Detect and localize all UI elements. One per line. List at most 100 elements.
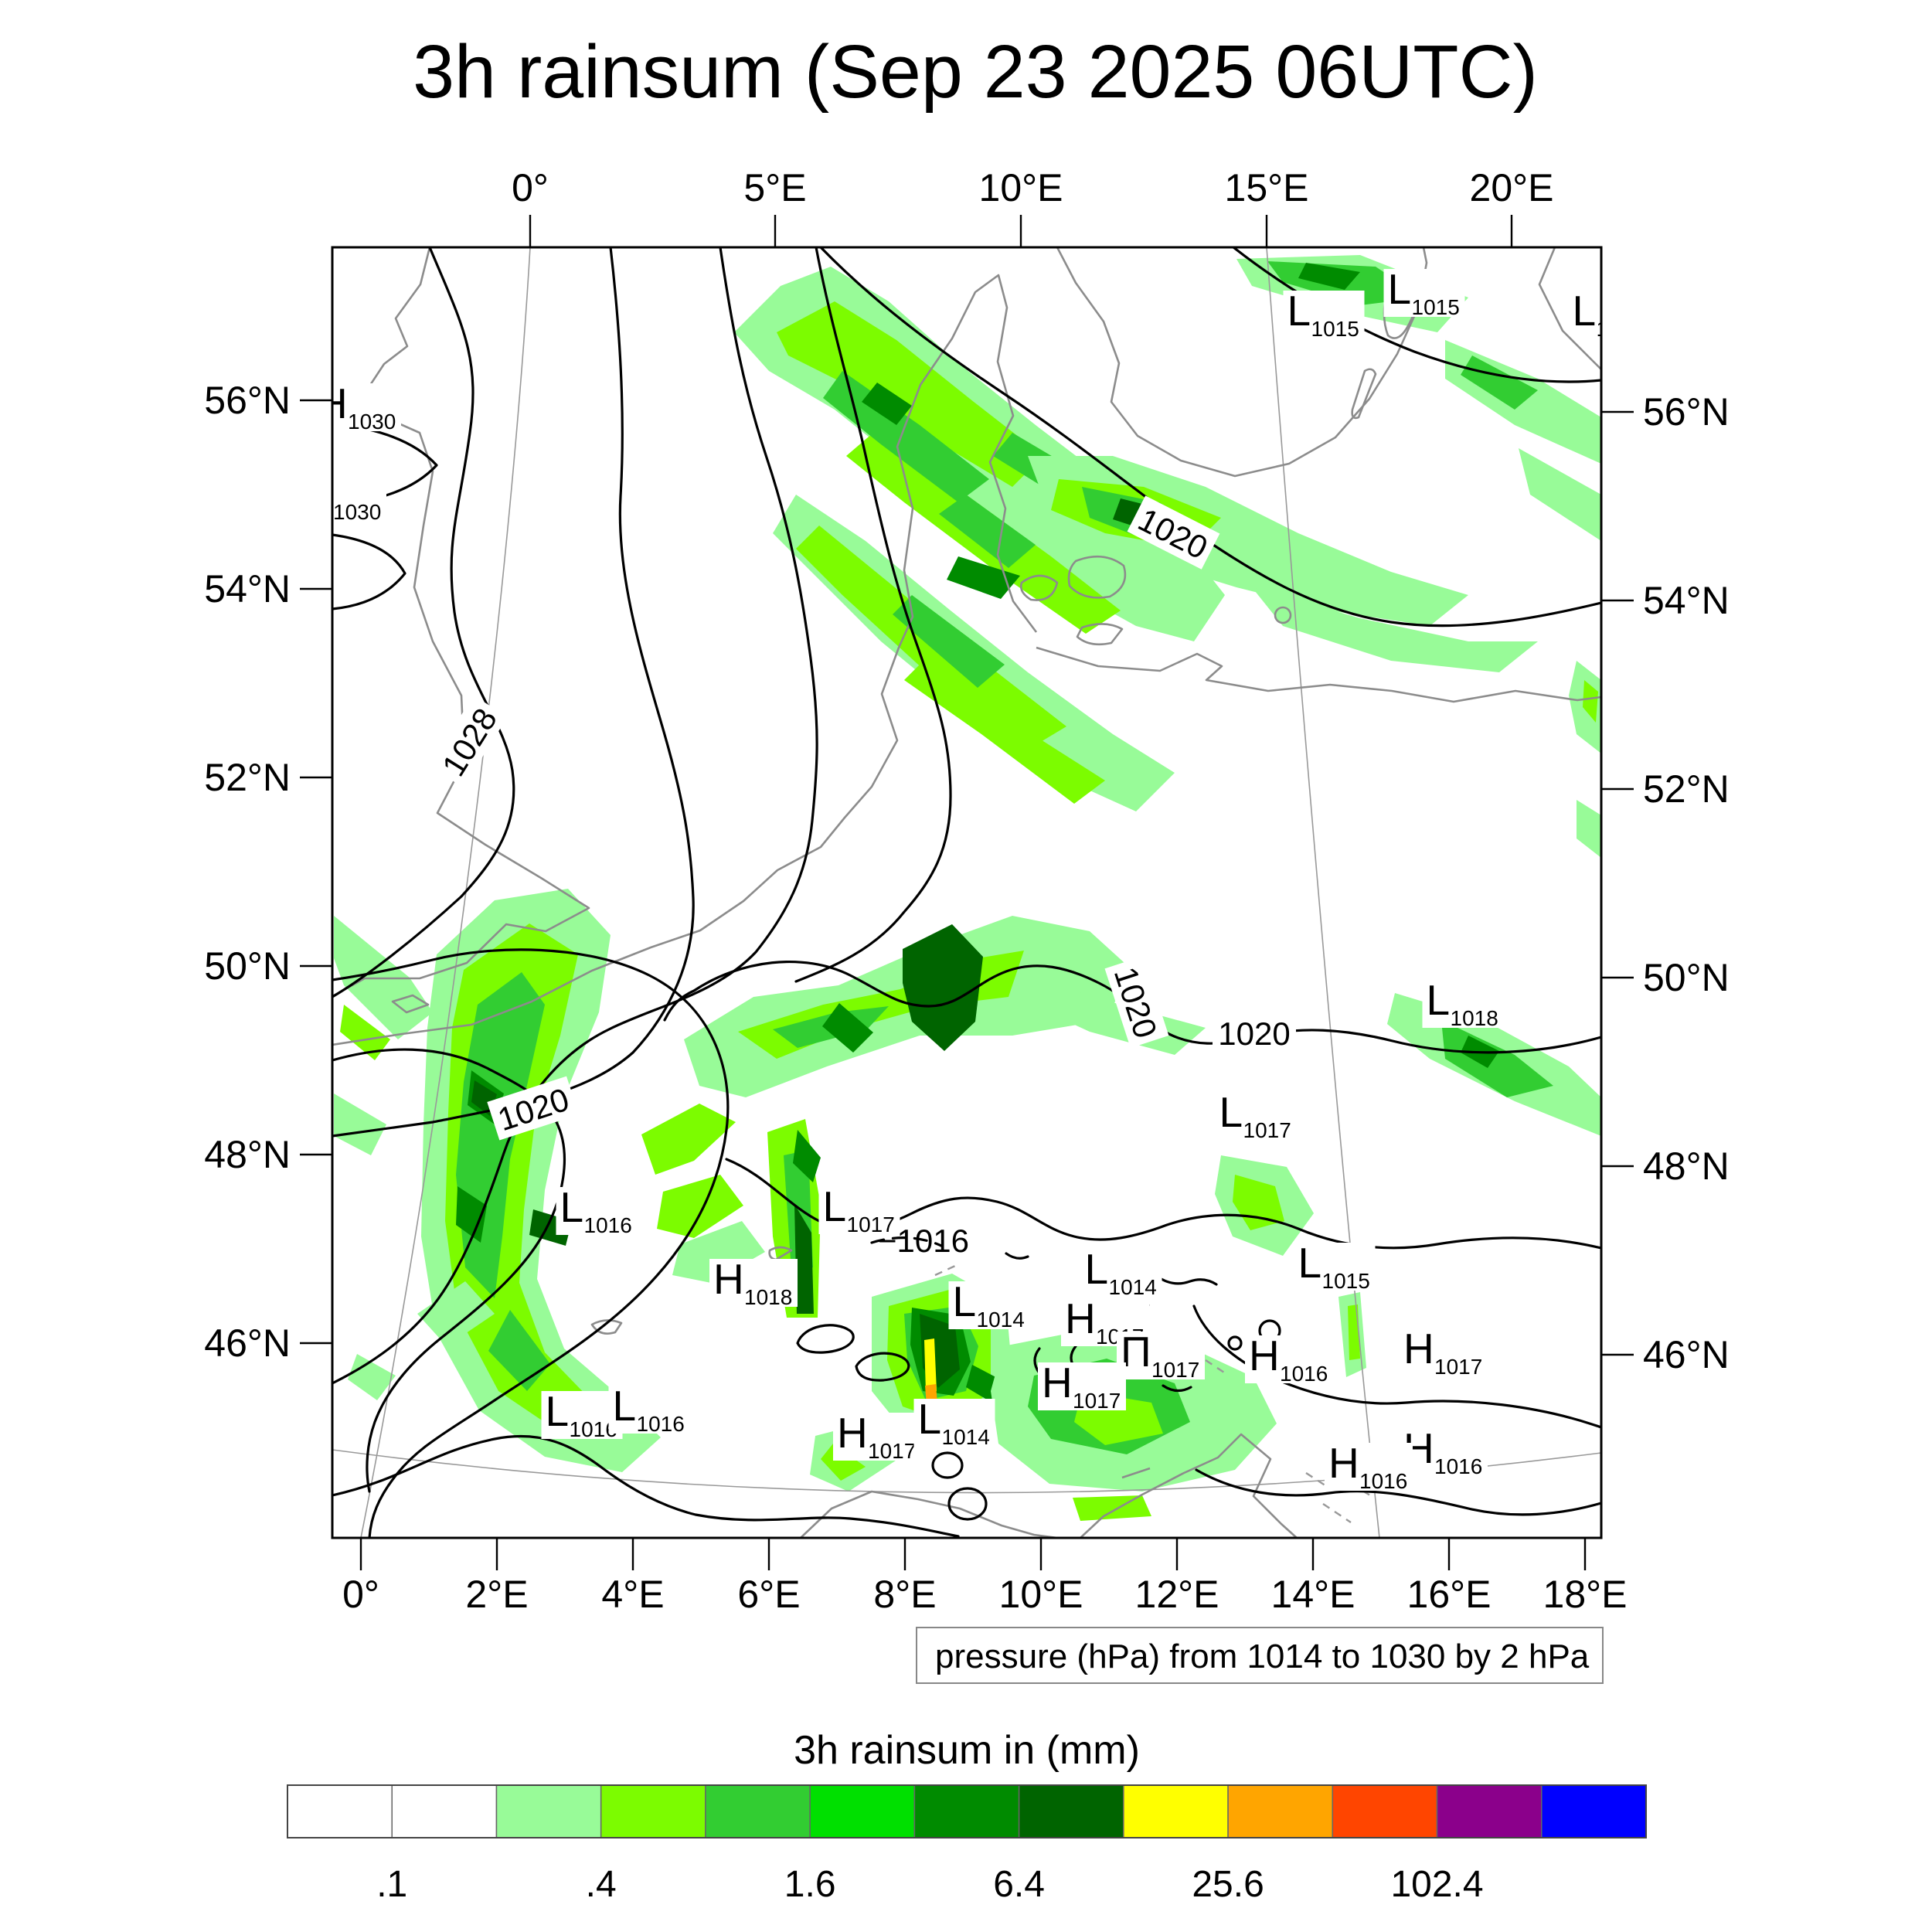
pressure-letter: H xyxy=(1042,1359,1073,1406)
rain-patch xyxy=(793,1130,821,1182)
pressure-label-box xyxy=(608,1386,690,1434)
border-dashed xyxy=(934,1264,956,1277)
pressure-letter: H xyxy=(1065,1294,1096,1342)
axis-label-right: 50°N xyxy=(1643,956,1730,999)
border-dashed xyxy=(1205,1359,1225,1373)
pressure-label-box xyxy=(1400,1328,1488,1376)
axis-label-bottom: 4°E xyxy=(601,1573,664,1616)
rain-patch xyxy=(1298,263,1360,290)
pressure-center-label: Π 1017 xyxy=(1117,1328,1205,1382)
pressure-center-label: L 1015 xyxy=(1294,1239,1376,1293)
pressure-contour-line xyxy=(794,247,952,983)
axis-label-left: 50°N xyxy=(204,944,291,988)
coastline xyxy=(1121,1467,1151,1479)
axis-label-bottom: 12°E xyxy=(1135,1573,1219,1616)
axis-label-right: 46°N xyxy=(1643,1333,1730,1376)
pressure-subscript: 1017 xyxy=(1243,1118,1291,1142)
rain-patch xyxy=(348,1354,396,1400)
axis-label-left: 56°N xyxy=(204,379,291,422)
rain-patch xyxy=(1252,587,1538,672)
pressure-subscript: 1015 xyxy=(1412,295,1460,319)
pressure-letter: H xyxy=(1249,1332,1280,1379)
pressure-subscript: 1015 xyxy=(1311,317,1359,341)
pressure-center-label: L 1016 xyxy=(608,1382,690,1436)
axis-label-right: 48°N xyxy=(1643,1145,1730,1188)
colorbar-cell xyxy=(913,1784,1020,1838)
pressure-center-label: L 1014 xyxy=(948,1277,1030,1332)
colorbar-cell xyxy=(391,1784,498,1838)
graticule-line xyxy=(1266,247,1380,1538)
rain-patch xyxy=(924,1338,937,1393)
pressure-label-box xyxy=(948,1281,1030,1329)
rain-patch xyxy=(1583,680,1598,723)
coastline xyxy=(1351,368,1377,420)
coastline xyxy=(1274,606,1292,624)
colorbar-cell xyxy=(287,1784,393,1838)
pressure-center-label: H 1018 xyxy=(709,1255,798,1309)
pressure-subscript: 1017 xyxy=(1151,1358,1199,1382)
pressure-contour-line xyxy=(332,1048,566,1493)
border-dashed xyxy=(1305,1471,1333,1492)
pressure-contour-line xyxy=(663,960,1601,1054)
pressure-subscript: 1030 xyxy=(348,410,396,434)
contour-inline-label: 1028 xyxy=(429,695,508,788)
axis-label-bottom: 16°E xyxy=(1407,1573,1492,1616)
pressure-letter: L xyxy=(953,1277,977,1325)
pressure-contour-line xyxy=(332,1434,960,1538)
rain-patch xyxy=(1577,800,1601,858)
axis-label-left: 48°N xyxy=(204,1133,291,1176)
border-dashed xyxy=(1322,1503,1352,1523)
pressure-subscript: 1017 xyxy=(1073,1389,1121,1413)
map-frame xyxy=(331,246,1603,1539)
axis-label-bottom: 14°E xyxy=(1271,1573,1355,1616)
rain-patch xyxy=(939,495,1036,568)
colorbar-cell xyxy=(1123,1784,1229,1838)
axis-label-left: 52°N xyxy=(204,756,291,799)
axis-label-bottom: 0° xyxy=(342,1573,379,1616)
pressure-label-box xyxy=(1038,1362,1126,1410)
rain-patch xyxy=(862,383,912,425)
coastline xyxy=(768,1246,793,1261)
colorbar-cell xyxy=(600,1784,706,1838)
coastline xyxy=(332,274,1038,1046)
colorbar-tick-label: 1.6 xyxy=(784,1864,836,1905)
axis-label-top: 15°E xyxy=(1225,166,1309,209)
axis-label-right: 56°N xyxy=(1643,390,1730,434)
pressure-label-box xyxy=(913,1399,995,1447)
rain-patch xyxy=(1073,1495,1151,1521)
pressure-label-box xyxy=(1080,1249,1162,1297)
pressure-label-box xyxy=(1325,1443,1413,1491)
axis-label-top: 10°E xyxy=(979,166,1063,209)
colorbar-cell xyxy=(705,1784,811,1838)
pressure-letter: H xyxy=(837,1409,868,1457)
contour-label-box xyxy=(487,1076,580,1141)
contour-label-box xyxy=(1127,495,1220,570)
pressure-label-box xyxy=(833,1413,921,1461)
contour-inline-label: 1020 xyxy=(1213,1012,1296,1053)
axis-label-top: 20°E xyxy=(1470,166,1554,209)
axis-label-bottom: 10°E xyxy=(999,1573,1083,1616)
pressure-contour-line xyxy=(1162,1384,1192,1393)
rain-patch xyxy=(334,1094,386,1155)
pressure-label-box xyxy=(1400,1428,1488,1476)
colorbar-outline xyxy=(287,1784,1647,1838)
pressure-label-box xyxy=(709,1259,798,1307)
rain-patch xyxy=(903,924,983,1051)
pressure-letter: H xyxy=(302,470,333,518)
coastline xyxy=(1036,646,1601,703)
coastline xyxy=(391,994,430,1014)
axis-label-bottom: 2°E xyxy=(465,1573,528,1616)
axes-layer: 0° 5°E 10°E 15°E 20°E 0° 2°E 4°E 6°E 8°E 10°E 12°E 1… xyxy=(204,166,1729,1616)
pressure-subscript: 1016 xyxy=(1280,1362,1328,1386)
pressure-contour-line xyxy=(931,1451,964,1479)
pressure-subscript: 1030 xyxy=(333,500,381,524)
pressure-contours xyxy=(332,247,1601,1538)
pressure-subscript: 1016 xyxy=(1434,1454,1482,1478)
pressure-center-label: L 1017 xyxy=(818,1182,900,1236)
pressure-center-label: L 1017 xyxy=(1215,1088,1297,1142)
colorbar-cell xyxy=(1332,1784,1438,1838)
pressure-label-box xyxy=(1294,1243,1376,1291)
